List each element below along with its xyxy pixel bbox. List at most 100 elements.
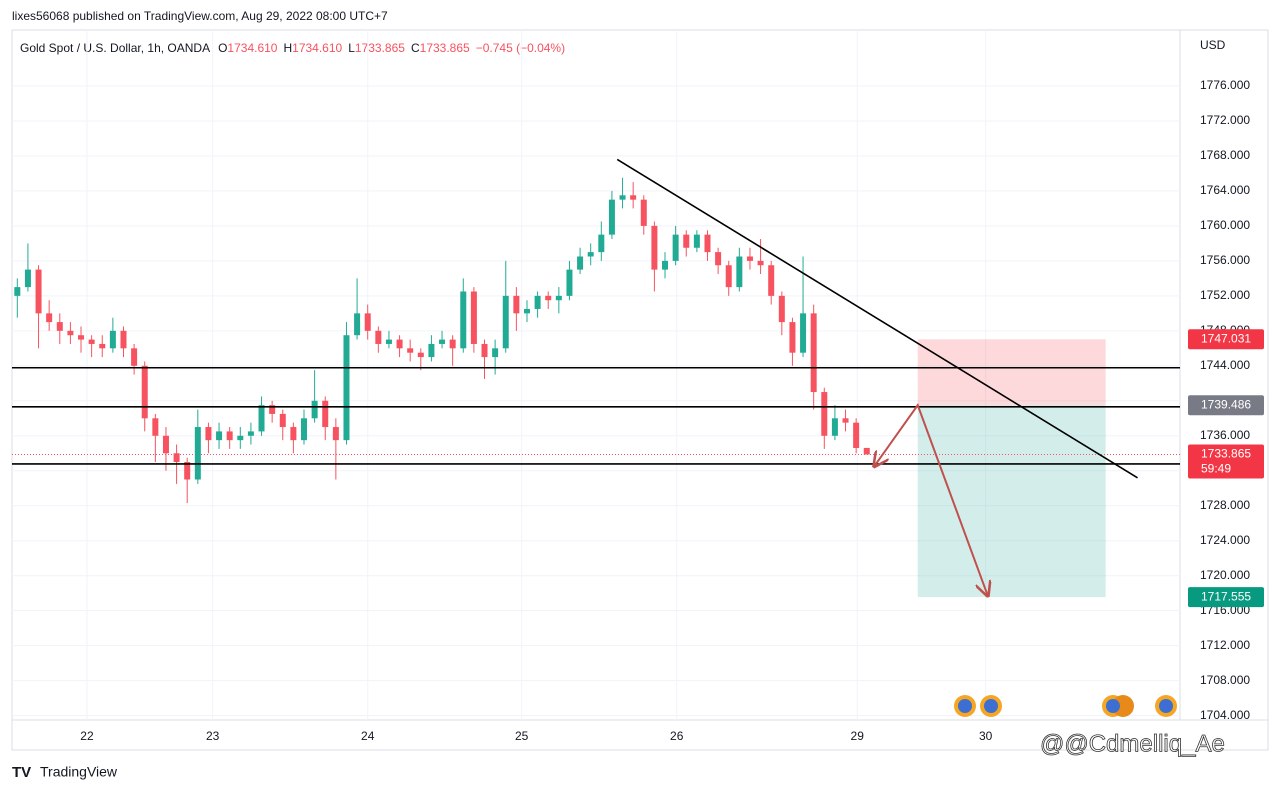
event-icon [984,699,998,713]
candle-body [587,252,594,257]
candle-body [704,234,711,253]
x-tick-label: 30 [979,729,993,743]
candle-body [608,199,615,235]
candle-body [226,431,233,441]
candle-body [460,291,467,349]
candle-body [693,234,700,248]
candle-body [757,260,764,266]
brand: TradingView [40,764,118,780]
candle-body [736,256,743,288]
candle-body [141,365,148,419]
candle-body [279,413,286,428]
candle-body [439,339,446,344]
candle-body [417,352,424,358]
candle-body [311,400,318,419]
price-badge-label: 1739.486 [1201,397,1251,411]
x-tick-label: 23 [206,729,220,743]
candle-body [449,339,456,349]
legend-change: −0.745 (−0.04%) [476,41,565,55]
trend-line [616,158,1138,479]
y-tick-label: 1752.000 [1200,288,1250,302]
candle-body [662,260,669,270]
candle-body [332,427,339,441]
candle-body [778,295,785,323]
candle-body [205,427,212,441]
candle-body [619,195,626,200]
candle-body [651,225,658,270]
candle-body [725,265,732,288]
candle-body [555,295,562,301]
candle-body [630,195,637,200]
candle-body [152,418,159,436]
candle-body [184,462,191,480]
candle-body [831,418,838,436]
candle-body [258,405,265,432]
event-icon [958,699,972,713]
axis-unit: USD [1200,38,1226,52]
price-badge-label: 1717.555 [1201,589,1251,603]
symbol: Gold Spot / U.S. Dollar, 1h, OANDA [20,41,210,55]
y-tick-label: 1704.000 [1200,708,1250,722]
candle-body [598,234,605,253]
candle-body [385,339,392,344]
candle-body [481,343,488,358]
candle-body [789,322,796,353]
event-icons [954,695,1177,717]
target-zone [917,405,1106,598]
candle-body [216,431,223,441]
candle-body [768,265,775,296]
candle-body [577,256,584,270]
candle-body [534,295,541,309]
y-tick-label: 1744.000 [1200,358,1250,372]
y-tick-label: 1720.000 [1200,568,1250,582]
x-tick-label: 24 [361,729,375,743]
candle-body [109,330,116,349]
candle-body [194,427,201,480]
legend-key: O [218,41,227,55]
candle-body [746,256,753,261]
candle-body [396,339,403,349]
frame [11,29,1269,751]
price-badge [1188,395,1264,416]
y-tick-label: 1772.000 [1200,113,1250,127]
candle-body [545,295,552,301]
x-tick-label: 26 [670,729,684,743]
candle-body [131,348,138,366]
candle-body [24,269,31,288]
candle-body [354,313,361,336]
legend-key: H [283,41,292,55]
watermark: @@Cdmelliq_Ae [1040,730,1225,757]
candle-body [863,447,870,455]
y-tick-label: 1776.000 [1200,78,1250,92]
y-tick-label: 1724.000 [1200,533,1250,547]
candle-body [800,313,807,353]
candle-body [715,252,722,266]
price-badge [1188,587,1264,608]
candle-body [269,405,276,414]
legend-key: C [411,41,420,55]
legend-value: 1734.610 [292,41,342,55]
event-icon [1159,699,1173,713]
candle-body [683,234,690,248]
event-icon [1112,695,1134,717]
y-tick-label: 1728.000 [1200,498,1250,512]
candle-body [523,308,530,314]
candle-body [364,313,371,331]
event-icon [1106,699,1120,713]
stop-zone [917,339,1106,406]
y-tick-label: 1768.000 [1200,148,1250,162]
candle-body [672,234,679,261]
brand-logo: TV [12,764,31,781]
x-tick-label: 22 [80,729,94,743]
price-badge-label: 1733.865 [1201,447,1251,461]
publisher: lixes56068 published on TradingView.com,… [12,9,388,23]
candle-body [842,418,849,423]
candle-body [810,313,817,393]
y-tick-label: 1712.000 [1200,638,1250,652]
candle-body [78,335,85,340]
candle-body [640,199,647,226]
candle-body [428,343,435,358]
legend-key: L [348,41,355,55]
candle-body [46,313,53,323]
